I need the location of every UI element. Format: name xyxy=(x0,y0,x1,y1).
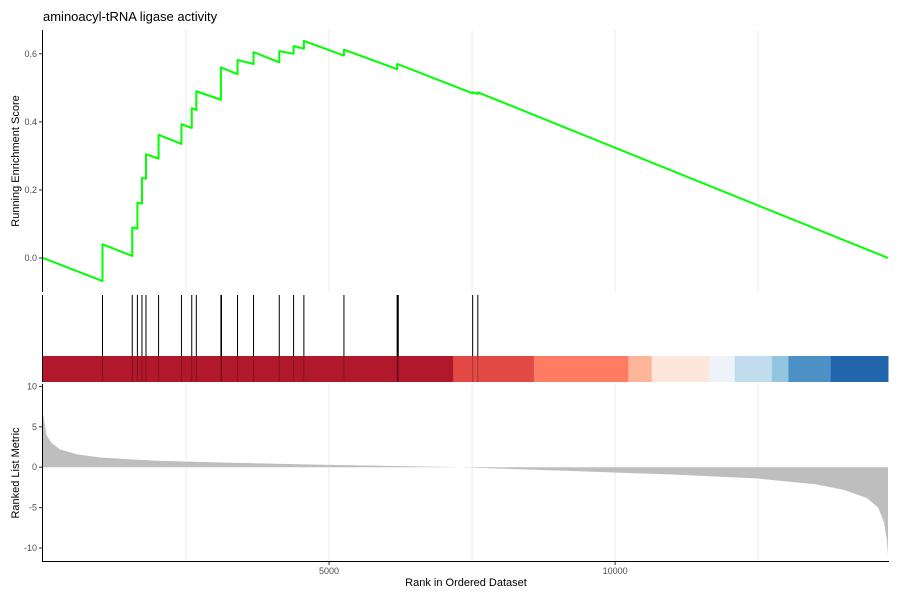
enrichment-y-ticks: 0.0 0.2 0.4 0.6 xyxy=(24,49,42,263)
x-tick-label: 5000 xyxy=(319,566,339,576)
ranked-metric-y-tick-label: -10 xyxy=(24,543,37,553)
gene-hit-overlay xyxy=(101,356,479,382)
ranked-metric-y-tick-label: 5 xyxy=(32,422,37,432)
color-bar-segment xyxy=(651,356,711,382)
enrichment-score-line xyxy=(42,39,889,283)
enrichment-panel: 0.0 0.2 0.4 0.6 Running Enrichment Score xyxy=(10,30,889,292)
ranked-metric-area xyxy=(43,413,888,556)
color-bar-segment xyxy=(709,356,736,382)
enrichment-y-tick-label: 0.2 xyxy=(24,185,37,195)
color-bar-segment xyxy=(771,356,789,382)
color-bar-segment xyxy=(533,356,629,382)
color-bar-segment xyxy=(830,356,889,382)
color-bar-segment xyxy=(628,356,653,382)
ranked-metric-y-tick-label: 0 xyxy=(32,462,37,472)
enrichment-y-tick-label: 0.4 xyxy=(24,117,37,127)
color-bar-segment xyxy=(453,356,535,382)
chart-title: aminoacyl-tRNA ligase activity xyxy=(43,9,218,24)
ranked-metric-y-tick-label: -5 xyxy=(29,503,37,513)
enrichment-y-tick-label: 0.6 xyxy=(24,49,37,59)
color-bar-segment xyxy=(43,356,454,382)
color-bar-segment xyxy=(734,356,773,382)
x-axis-title: Rank in Ordered Dataset xyxy=(405,577,527,589)
ranked-metric-y-ticks: -10 -5 0 5 10 xyxy=(24,381,42,553)
color-bar-segment xyxy=(788,356,832,382)
x-tick-label: 10000 xyxy=(603,566,628,576)
enrichment-gridlines xyxy=(185,30,759,292)
enrichment-y-axis-title: Running Enrichment Score xyxy=(10,95,22,226)
ranking-color-bar xyxy=(43,356,889,382)
enrichment-y-tick-label: 0.0 xyxy=(24,253,37,263)
ranked-metric-panel: -10 -5 0 5 10 5000 10000 Ranked List Metric R… xyxy=(10,381,889,589)
hits-panel xyxy=(42,295,889,382)
ranked-metric-y-tick-label: 10 xyxy=(27,381,37,391)
ranked-metric-y-axis-title: Ranked List Metric xyxy=(10,427,22,519)
x-axis-ticks: 5000 10000 xyxy=(319,562,628,576)
gene-hit-lines xyxy=(101,295,479,356)
